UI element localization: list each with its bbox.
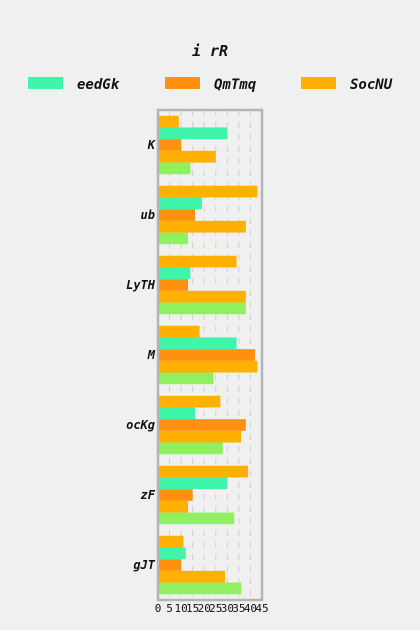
- bar: [158, 115, 179, 128]
- bar: [158, 535, 184, 548]
- x-tick-label: 15: [186, 602, 199, 615]
- x-tick-label: 35: [232, 602, 245, 615]
- bar: [158, 465, 249, 478]
- bar: [158, 582, 242, 595]
- bar: [158, 279, 189, 291]
- bar: [158, 255, 237, 268]
- x-tick-label: 20: [198, 602, 211, 615]
- legend-swatch-QmTmq: [165, 77, 200, 89]
- bar: [158, 559, 182, 571]
- bar: [158, 337, 237, 350]
- legend-label-QmTmq: QmTmq: [214, 77, 257, 93]
- bar: [158, 477, 228, 490]
- bar: [158, 325, 200, 338]
- plot-frame: [156, 108, 264, 602]
- bar: [158, 500, 189, 513]
- category-label: ocKg: [126, 418, 155, 432]
- x-tick-label: 40: [244, 602, 257, 615]
- bar: [158, 570, 226, 583]
- category-label: ub: [141, 208, 155, 222]
- legend-swatch-SocNU: [301, 77, 336, 89]
- bar: [158, 290, 246, 303]
- x-tick-label: 25: [209, 602, 222, 615]
- x-tick-label: 10: [174, 602, 187, 615]
- bar: [158, 547, 186, 560]
- bar: [158, 267, 191, 280]
- category-label: K: [147, 138, 157, 152]
- x-tick-label: 5: [166, 602, 173, 615]
- bar: [158, 372, 214, 385]
- category-label: M: [147, 348, 156, 362]
- bar: [158, 430, 242, 443]
- bar: [158, 162, 191, 175]
- category-label: zF: [141, 488, 156, 502]
- legend-label-SocNU: SocNU: [350, 77, 393, 93]
- bar: [158, 360, 258, 373]
- bar: [158, 419, 246, 431]
- bar: [158, 489, 193, 501]
- bar: [158, 232, 189, 245]
- category-label: LyTH: [126, 278, 156, 292]
- legend-swatch-eedGk: [28, 77, 63, 89]
- bar: [158, 302, 246, 315]
- bar: [158, 150, 216, 163]
- bar: [158, 349, 256, 361]
- bar: [158, 185, 258, 198]
- bar: [158, 220, 246, 233]
- bar: [158, 197, 202, 210]
- bar: [158, 407, 195, 420]
- x-tick-label: 0: [155, 602, 162, 615]
- bar: [158, 395, 221, 408]
- legend: eedGk QmTmq SocNU: [28, 77, 393, 93]
- chart-title: i rR: [192, 42, 228, 60]
- bar: [158, 512, 235, 525]
- x-tick-label: 45: [255, 602, 268, 615]
- category-label: gJT: [133, 558, 155, 572]
- bars: [158, 115, 258, 595]
- legend-label-eedGk: eedGk: [77, 77, 120, 93]
- bar: [158, 442, 223, 455]
- bar: [158, 127, 228, 140]
- x-tick-label: 30: [221, 602, 234, 615]
- bar: [158, 209, 195, 221]
- bar: [158, 139, 182, 151]
